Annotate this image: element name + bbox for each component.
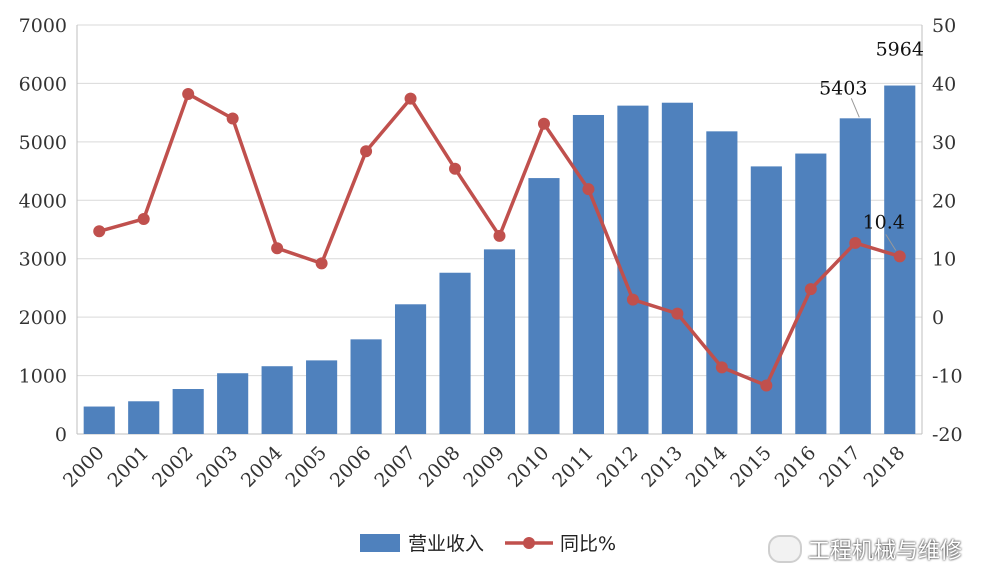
right-tick-label: 0	[932, 307, 944, 329]
left-tick-label: 3000	[19, 249, 67, 271]
line-data-label: 10.4	[863, 211, 905, 233]
right-tick-label: -20	[932, 424, 963, 446]
line-series	[93, 87, 906, 392]
right-tick-label: 40	[932, 73, 956, 95]
line-point	[137, 212, 150, 225]
left-tick-label: 6000	[19, 73, 67, 95]
line-point	[582, 183, 595, 196]
line-point	[315, 257, 328, 270]
watermark-text: 工程机械与维修	[807, 539, 962, 564]
data-label-leader	[850, 98, 860, 118]
bar	[439, 272, 471, 434]
line-point	[760, 379, 773, 392]
bar	[839, 118, 871, 434]
line-point	[360, 145, 373, 158]
line-point	[537, 117, 550, 130]
line-point	[226, 112, 239, 125]
bar	[83, 406, 115, 434]
wechat-logo-icon	[767, 535, 802, 563]
bar-data-label: 5964	[876, 39, 924, 61]
line-point	[493, 229, 506, 242]
legend-swatch-marker	[523, 537, 535, 549]
bar	[172, 389, 204, 434]
left-tick-label: 2000	[19, 307, 67, 329]
line-point	[93, 225, 106, 238]
left-tick-label: 0	[55, 424, 67, 446]
legend-label-line: 同比%	[560, 533, 616, 555]
left-axis-tick-labels: 0 1000 2000 3000 4000 5000 6000 7000	[19, 15, 67, 446]
bar	[306, 360, 338, 434]
legend-label-bar: 营业收入	[408, 533, 484, 555]
bar	[706, 131, 738, 434]
left-tick-label: 1000	[19, 366, 67, 388]
left-tick-label: 7000	[19, 15, 67, 37]
line-point	[449, 162, 462, 175]
right-tick-label: 50	[932, 15, 956, 37]
legend: 营业收入 同比%	[360, 533, 616, 555]
right-tick-label: 20	[932, 190, 956, 212]
data-label-leader	[885, 234, 897, 251]
line-point	[404, 92, 417, 105]
bar	[128, 401, 160, 434]
bar	[261, 366, 293, 434]
right-axis-tick-labels: -20 -10 0 10 20 30 40 50	[932, 15, 963, 446]
line-point	[626, 293, 639, 306]
bar	[750, 166, 782, 434]
line-point	[271, 242, 284, 255]
line-point	[715, 361, 728, 374]
bar	[661, 102, 693, 435]
bar	[394, 304, 427, 434]
line-point	[849, 236, 862, 249]
right-tick-label: 10	[932, 249, 956, 271]
watermark: 工程机械与维修	[767, 533, 962, 565]
bar	[572, 114, 605, 434]
data-labels: 5403 5964 10.4	[819, 39, 924, 251]
line-point	[182, 87, 195, 100]
right-tick-label: 30	[932, 132, 956, 154]
bar	[350, 339, 382, 434]
line-point	[671, 307, 684, 320]
legend-swatch-bar	[360, 534, 400, 552]
left-tick-label: 4000	[19, 190, 67, 212]
left-tick-label: 5000	[19, 132, 67, 154]
bar	[217, 373, 249, 434]
bar	[528, 178, 560, 434]
line-point	[893, 250, 906, 263]
right-tick-label: -10	[932, 366, 963, 388]
line-point	[804, 283, 817, 296]
bar-data-label: 5403	[819, 77, 867, 99]
bar	[483, 249, 516, 434]
